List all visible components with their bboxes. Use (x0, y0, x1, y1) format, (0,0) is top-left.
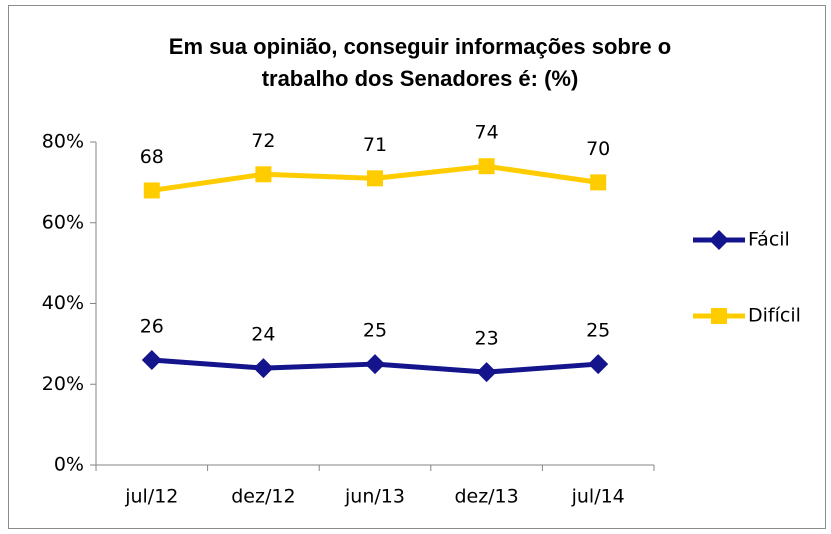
point-marker (590, 174, 607, 191)
data-label: 70 (586, 138, 610, 160)
x-tick-label: dez/13 (454, 486, 518, 508)
y-tick-label: 80% (42, 131, 84, 153)
y-tick-label: 0% (54, 454, 84, 476)
y-tick-label: 20% (42, 373, 84, 395)
data-label: 72 (251, 130, 275, 152)
data-label: 25 (586, 320, 610, 342)
chart-title: trabalho dos Senadores é: (%) (262, 66, 579, 91)
data-label: 71 (363, 134, 387, 156)
point-marker (588, 354, 609, 375)
y-tick-label: 40% (42, 292, 84, 314)
legend-label: Difícil (748, 305, 801, 327)
data-label: 25 (363, 320, 387, 342)
data-label: 74 (475, 122, 499, 144)
point-marker (709, 230, 729, 250)
x-tick-label: jun/13 (344, 486, 405, 508)
data-label: 23 (475, 328, 499, 350)
point-marker (255, 166, 272, 183)
data-label: 24 (251, 324, 275, 346)
point-marker (478, 158, 495, 175)
y-tick-label: 60% (42, 211, 84, 233)
data-label: 26 (140, 316, 164, 338)
point-marker (367, 170, 383, 187)
point-marker (365, 354, 385, 375)
x-tick-label: jul/12 (124, 486, 178, 508)
chart-frame (8, 5, 826, 529)
point-marker (141, 350, 162, 371)
point-marker (711, 308, 727, 324)
data-label: 68 (140, 146, 164, 168)
point-marker (143, 182, 160, 199)
legend-label: Fácil (748, 229, 790, 251)
x-tick-label: jul/14 (571, 486, 625, 508)
chart-title: Em sua opinião, conseguir informações so… (169, 34, 671, 59)
point-marker (253, 358, 274, 379)
x-tick-label: dez/12 (231, 486, 295, 508)
point-marker (476, 362, 497, 383)
